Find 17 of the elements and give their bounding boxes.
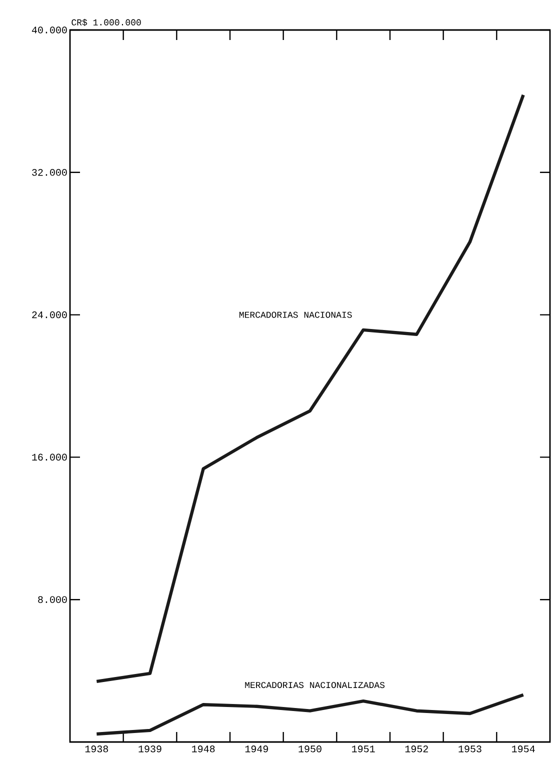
x-tick-label: 1939 <box>138 746 162 752</box>
x-tick-label: 1949 <box>245 746 268 752</box>
x-tick-label: 1948 <box>192 746 215 752</box>
x-tick-label: 1951 <box>352 746 375 752</box>
series-label: MERCADORIAS NACIONAIS <box>239 312 352 318</box>
x-tick-label: 1952 <box>405 746 428 752</box>
x-tick-label: 1953 <box>458 746 482 752</box>
y-tick-label: 40.000 <box>32 26 67 34</box>
y-axis-title: CR$ 1.000.000 <box>72 18 141 26</box>
x-tick-label: 1954 <box>512 746 535 752</box>
y-tick-label: 32.000 <box>32 168 67 176</box>
y-tick-label: 24.000 <box>32 311 67 318</box>
y-tick-label: 8.000 <box>38 596 67 603</box>
series-label: MERCADORIAS NACIONALIZADAS <box>245 682 385 688</box>
y-tick-label: 16.000 <box>32 454 67 461</box>
x-tick-label: 1938 <box>85 746 108 752</box>
x-tick-label: 1950 <box>298 746 322 752</box>
